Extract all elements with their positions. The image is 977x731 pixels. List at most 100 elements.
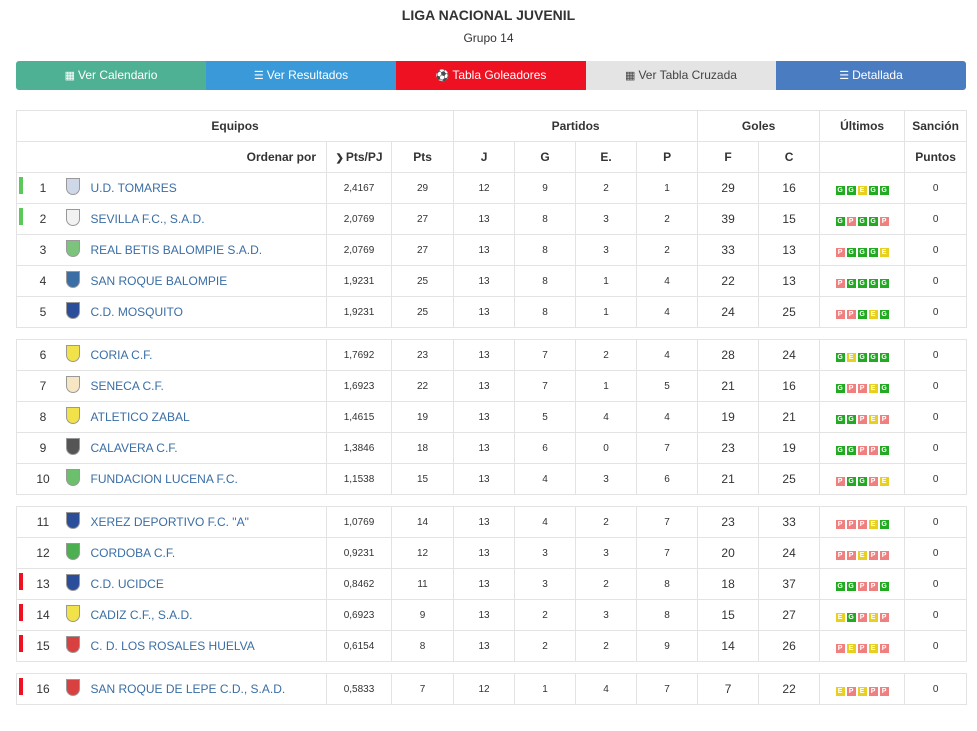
pts-cell: 29 xyxy=(390,172,455,204)
form-badge: P xyxy=(857,582,867,591)
form-badge: P xyxy=(868,551,878,560)
drawn-cell: 2 xyxy=(575,568,638,600)
team-crest-icon xyxy=(65,376,80,393)
team-link[interactable]: ATLETICO ZABAL xyxy=(90,410,190,424)
team-cell: CORIA C.F. xyxy=(88,339,327,371)
j-header[interactable]: J xyxy=(453,141,516,173)
pts-cell: 8 xyxy=(390,630,455,662)
team-cell: REAL BETIS BALOMPIE S.A.D. xyxy=(88,234,327,266)
position-cell: 2 xyxy=(29,203,57,235)
pts-pj-cell: 2,0769 xyxy=(326,203,392,235)
detailed-button[interactable]: ☰ Detallada xyxy=(776,61,966,90)
form-badge: G xyxy=(857,248,867,257)
form-badge: P xyxy=(835,279,845,288)
sancion-cell: 0 xyxy=(904,568,968,600)
form-badge: P xyxy=(846,384,856,393)
team-link[interactable]: SAN ROQUE DE LEPE C.D., S.A.D. xyxy=(90,682,286,696)
form-badge: P xyxy=(857,415,867,424)
separator-cell xyxy=(16,661,967,674)
status-indicator-cell xyxy=(16,401,30,433)
sancion-cell: 0 xyxy=(904,296,968,328)
form-badge: E xyxy=(857,551,867,560)
lost-cell: 5 xyxy=(636,370,699,402)
team-link[interactable]: CORDOBA C.F. xyxy=(90,546,176,560)
sort-pts-pj-header[interactable]: ❯ Pts/PJ xyxy=(326,141,392,173)
form-badge: P xyxy=(857,384,867,393)
won-cell: 3 xyxy=(514,568,577,600)
results-button[interactable]: ☰ Ver Resultados xyxy=(206,61,396,90)
team-link[interactable]: CALAVERA C.F. xyxy=(90,441,178,455)
form-badge: G xyxy=(879,582,889,591)
team-link[interactable]: CORIA C.F. xyxy=(90,348,153,362)
form-badge: E xyxy=(835,613,845,622)
played-cell: 13 xyxy=(453,339,516,371)
calendar-icon: ▦ xyxy=(64,70,75,82)
team-link[interactable]: U.D. TOMARES xyxy=(90,181,177,195)
pts-cell: 25 xyxy=(390,296,455,328)
team-link[interactable]: FUNDACION LUCENA F.C. xyxy=(90,472,238,486)
goals-against-cell: 26 xyxy=(758,630,821,662)
calendar-button[interactable]: ▦ Ver Calendario xyxy=(16,61,206,90)
drawn-cell: 3 xyxy=(575,234,638,266)
goals-for-cell: 21 xyxy=(697,370,760,402)
team-link[interactable]: SEVILLA F.C., S.A.D. xyxy=(90,212,205,226)
crest-cell xyxy=(56,537,89,569)
pts-cell: 22 xyxy=(390,370,455,402)
g-header[interactable]: G xyxy=(514,141,577,173)
team-crest-icon xyxy=(65,512,80,529)
team-link[interactable]: CADIZ C.F., S.A.D. xyxy=(90,608,193,622)
position-cell: 6 xyxy=(29,339,57,371)
drawn-cell: 1 xyxy=(575,370,638,402)
lost-cell: 8 xyxy=(636,568,699,600)
pts-header[interactable]: Pts xyxy=(390,141,455,173)
pts-pj-cell: 0,5833 xyxy=(326,673,392,705)
team-link[interactable]: C. D. LOS ROSALES HUELVA xyxy=(90,639,255,653)
table-row: 3 REAL BETIS BALOMPIE S.A.D. 2,0769 27 13 8 3 2… xyxy=(16,234,968,266)
team-cell: CALAVERA C.F. xyxy=(88,432,327,464)
team-link[interactable]: SAN ROQUE BALOMPIE xyxy=(90,274,228,288)
table-row: 14 CADIZ C.F., S.A.D. 0,6923 9 13 2 3 8 15 27 E G P E… xyxy=(16,599,968,631)
team-cell: C. D. LOS ROSALES HUELVA xyxy=(88,630,327,662)
cross-table-button-label: Ver Tabla Cruzada xyxy=(638,68,737,82)
position-cell: 11 xyxy=(29,506,57,538)
ultimos-sub-header xyxy=(819,141,906,173)
team-link[interactable]: REAL BETIS BALOMPIE S.A.D. xyxy=(90,243,263,257)
status-indicator-cell xyxy=(16,234,30,266)
team-link[interactable]: C.D. MOSQUITO xyxy=(90,305,183,319)
team-link[interactable]: C.D. UCIDCE xyxy=(90,577,164,591)
f-header[interactable]: F xyxy=(697,141,760,173)
team-link[interactable]: SENECA C.F. xyxy=(90,379,164,393)
status-indicator-cell xyxy=(16,673,30,705)
scorers-button[interactable]: ⚽ Tabla Goleadores xyxy=(396,61,586,90)
team-link[interactable]: XEREZ DEPORTIVO F.C. "A" xyxy=(90,515,249,529)
lost-cell: 9 xyxy=(636,630,699,662)
c-header[interactable]: C xyxy=(758,141,821,173)
e-header[interactable]: E. xyxy=(575,141,638,173)
p-header[interactable]: P xyxy=(636,141,699,173)
list-icon: ☰ xyxy=(253,70,264,82)
form-badge: P xyxy=(846,310,856,319)
status-indicator-cell xyxy=(16,339,30,371)
played-cell: 12 xyxy=(453,673,516,705)
pts-pj-cell: 1,1538 xyxy=(326,463,392,495)
promotion-indicator xyxy=(19,177,23,194)
form-badge: P xyxy=(879,551,889,560)
pts-pj-cell: 2,4167 xyxy=(326,172,392,204)
cross-table-button[interactable]: ▦ Ver Tabla Cruzada xyxy=(586,61,776,90)
status-indicator-cell xyxy=(16,599,30,631)
crest-cell xyxy=(56,506,89,538)
form-badge: P xyxy=(868,446,878,455)
form-badge: P xyxy=(868,687,878,696)
form-badge: G xyxy=(846,613,856,622)
results-button-label: Ver Resultados xyxy=(266,68,349,82)
sancion-cell: 0 xyxy=(904,432,968,464)
sancion-cell: 0 xyxy=(904,506,968,538)
played-cell: 13 xyxy=(453,568,516,600)
form-badge: G xyxy=(835,384,845,393)
form-badge: E xyxy=(879,477,889,486)
